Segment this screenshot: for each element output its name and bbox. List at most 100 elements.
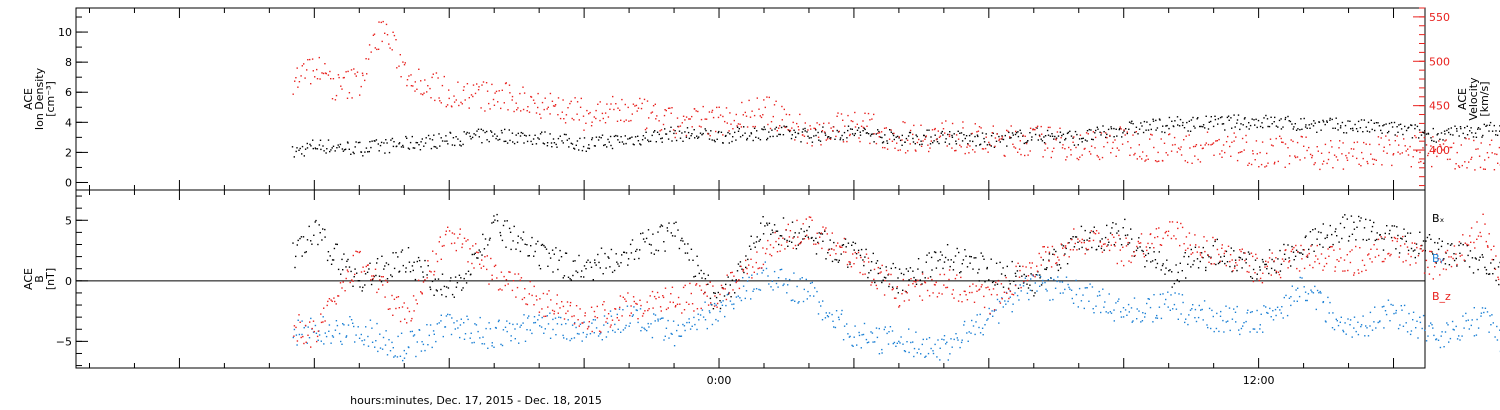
data-point — [920, 283, 922, 286]
data-point — [1174, 292, 1176, 294]
data-point — [1445, 252, 1447, 254]
data-point — [1464, 161, 1466, 163]
data-point — [324, 228, 326, 231]
data-point — [1110, 128, 1113, 130]
data-point — [723, 295, 726, 297]
data-point — [1192, 116, 1194, 119]
data-point — [614, 308, 617, 310]
data-point — [494, 219, 496, 221]
data-point — [941, 293, 943, 295]
data-point — [510, 340, 512, 342]
data-point — [314, 76, 316, 78]
data-point — [1431, 165, 1433, 168]
data-point — [818, 301, 820, 303]
data-point — [886, 148, 889, 150]
data-point — [1261, 282, 1264, 284]
data-point — [780, 244, 783, 246]
data-point — [436, 147, 438, 149]
data-point — [673, 345, 676, 347]
data-point — [306, 147, 309, 149]
data-point — [665, 308, 668, 311]
data-point — [401, 249, 404, 251]
data-point — [1075, 279, 1077, 282]
data-point — [978, 326, 980, 329]
data-point — [1039, 276, 1042, 278]
data-point — [1323, 265, 1326, 268]
data-point — [800, 141, 802, 143]
data-point — [755, 288, 758, 290]
data-point — [1430, 238, 1432, 240]
data-point — [854, 126, 857, 128]
data-point — [828, 248, 830, 250]
data-point — [1279, 135, 1281, 137]
data-point — [1017, 287, 1020, 289]
data-point — [985, 136, 987, 138]
data-point — [1287, 244, 1289, 246]
data-point — [588, 113, 590, 115]
data-point — [1252, 255, 1254, 258]
left-axis-label-line: B — [33, 275, 46, 283]
data-point — [352, 254, 354, 257]
data-point — [421, 138, 423, 140]
data-point — [480, 128, 482, 130]
data-point — [491, 131, 493, 133]
data-point — [1158, 160, 1160, 162]
data-point — [1097, 128, 1099, 130]
data-point — [846, 140, 848, 143]
data-point — [534, 102, 536, 104]
data-point — [654, 130, 656, 132]
data-point — [1000, 273, 1003, 275]
data-point — [810, 137, 812, 139]
data-point — [294, 80, 296, 82]
data-point — [755, 261, 757, 264]
data-point — [925, 135, 927, 137]
data-point — [1441, 331, 1443, 333]
data-point — [1165, 298, 1167, 301]
data-point — [1366, 160, 1368, 163]
data-point — [618, 319, 620, 321]
data-point — [631, 113, 633, 115]
data-point — [853, 134, 855, 137]
data-point — [726, 122, 728, 124]
data-point — [1414, 242, 1416, 244]
data-point — [974, 151, 976, 153]
data-point — [916, 135, 918, 138]
data-point — [1241, 258, 1243, 261]
series-s1 — [292, 20, 1500, 171]
data-point — [873, 268, 876, 271]
data-point — [875, 142, 878, 145]
data-point — [1300, 118, 1302, 120]
data-point — [405, 352, 408, 355]
data-point — [1477, 327, 1480, 329]
data-point — [694, 275, 697, 277]
data-point — [1401, 152, 1403, 154]
data-point — [1125, 245, 1128, 247]
data-point — [1015, 132, 1018, 134]
data-point — [499, 288, 501, 290]
data-point — [1010, 137, 1012, 139]
data-point — [1281, 258, 1284, 260]
data-point — [979, 313, 981, 316]
data-point — [1179, 148, 1181, 151]
data-point — [524, 340, 527, 342]
data-point — [1368, 131, 1371, 133]
data-point — [1224, 129, 1226, 131]
data-point — [1277, 271, 1280, 273]
data-point — [976, 314, 978, 316]
data-point — [922, 140, 924, 142]
data-point — [422, 276, 425, 278]
data-point — [841, 246, 843, 248]
data-point — [1220, 256, 1222, 258]
data-point — [1088, 300, 1090, 302]
data-point — [1388, 130, 1390, 133]
data-point — [353, 68, 355, 70]
data-point — [1197, 158, 1199, 161]
data-point — [796, 122, 798, 125]
data-point — [317, 330, 320, 332]
data-point — [931, 278, 933, 281]
data-point — [745, 259, 747, 262]
data-point — [537, 92, 539, 95]
data-point — [435, 72, 438, 74]
data-point — [1045, 268, 1047, 271]
data-point — [890, 131, 892, 133]
